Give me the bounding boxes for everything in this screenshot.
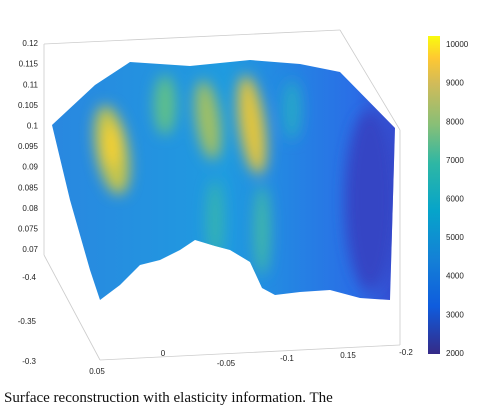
- colorbar-tick-label: 7000: [446, 156, 464, 165]
- y-tick-label: -0.4: [22, 273, 36, 282]
- y-tick-label: -0.35: [18, 317, 37, 326]
- colorbar-tick-label: 10000: [446, 40, 469, 49]
- colorbar-tick-label: 8000: [446, 117, 464, 126]
- z-tick-label: 0.105: [18, 101, 39, 110]
- z-tick-label: 0.115: [19, 60, 39, 69]
- x-tick-label: -0.05: [217, 359, 236, 368]
- x-tick-label: -0.1: [280, 354, 294, 363]
- z-tick-label: 0.08: [22, 204, 38, 213]
- colorbar-tick-label: 6000: [446, 195, 464, 204]
- y-tick-label: -0.3: [22, 357, 36, 366]
- x-tick-label: 0: [161, 349, 166, 358]
- colorbar-tick-label: 9000: [446, 79, 464, 88]
- z-tick-label: 0.11: [23, 80, 39, 89]
- colorbar: [428, 36, 440, 354]
- z-tick-label: 0.075: [18, 225, 39, 234]
- axes-box: [43, 29, 401, 361]
- caption: Surface reconstruction with elasticity i…: [4, 390, 333, 406]
- z-tick-label: 0.085: [18, 183, 39, 192]
- z-tick-label: 0.07: [22, 245, 38, 254]
- z-tick-label: 0.1: [27, 122, 39, 131]
- z-tick-label: 0.09: [22, 163, 38, 172]
- z-tick-label: 0.095: [18, 142, 39, 151]
- x-tick-label: -0.2: [399, 348, 413, 357]
- colorbar-tick-label: 4000: [446, 272, 464, 281]
- figure: 0.12 0.115 0.11 0.105 0.1 0.095 0.09 0.085 0.08 0…: [18, 29, 469, 376]
- z-tick-label: 0.12: [22, 39, 38, 48]
- surface: [52, 60, 395, 300]
- colorbar-tick-label: 2000: [446, 349, 464, 358]
- x-tick-label: 0.15: [340, 351, 356, 360]
- colorbar-tick-label: 3000: [446, 310, 464, 319]
- colorbar-tick-label: 5000: [446, 233, 464, 242]
- x-tick-label: 0.05: [89, 367, 105, 376]
